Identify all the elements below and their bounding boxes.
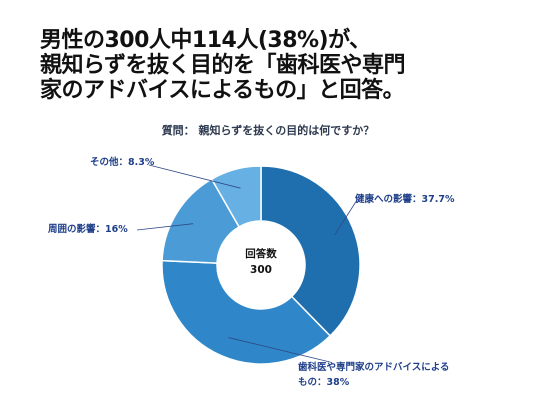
slice-label-dentist-line1: 歯科医や専門家のアドバイスによる bbox=[298, 362, 450, 373]
slice-label-dentist-line2: もの：38% bbox=[298, 377, 350, 388]
donut-hole bbox=[217, 221, 305, 309]
slice-label-surroundings-text: 周囲の影響：16% bbox=[48, 224, 128, 235]
slice-label-dentist: 歯科医や専門家のアドバイスによる もの：38% bbox=[298, 360, 449, 390]
chart-leader-lines bbox=[136, 164, 358, 363]
slice-label-surroundings: 周囲の影響：16% bbox=[48, 222, 128, 237]
slice-health-leader-line bbox=[334, 199, 358, 236]
headline-line-2: 親知らずを抜く目的を「歯科医や専門 bbox=[40, 53, 406, 78]
slice-dentist-leader-line bbox=[228, 337, 331, 363]
slice-label-other: その他：8.3% bbox=[90, 155, 154, 170]
chart-slices bbox=[161, 165, 361, 365]
headline-line-3: 家のアドバイスによるもの」と回答。 bbox=[40, 78, 405, 103]
headline: 男性の300人中114人(38%)が、 親知らずを抜く目的を「歯科医や専門 家の… bbox=[40, 28, 520, 103]
center-label: 回答数 bbox=[245, 247, 277, 260]
slice-label-health: 健康への影響：37.7% bbox=[355, 192, 454, 207]
slice-label-health-text: 健康への影響：37.7% bbox=[355, 194, 455, 205]
slice-other-leader-line bbox=[148, 164, 241, 189]
slice-surroundings-leader-line bbox=[136, 223, 194, 231]
headline-line-1: 男性の300人中114人(38%)が、 bbox=[40, 28, 371, 53]
question-text: 質問： 親知らずを抜くの目的は何ですか？ bbox=[161, 124, 375, 137]
center-value: 300 bbox=[250, 264, 272, 276]
slice-label-other-text: その他：8.3% bbox=[90, 157, 155, 168]
